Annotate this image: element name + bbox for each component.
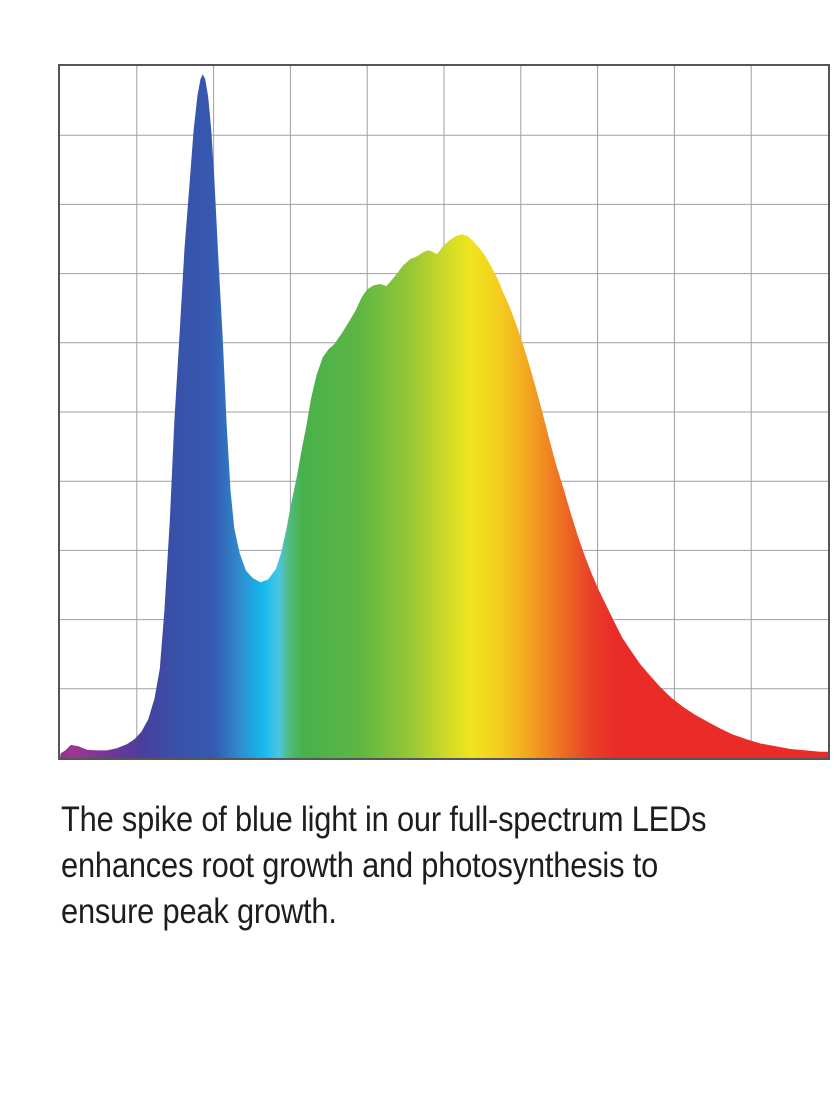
caption-line-2: enhances root growth and photosynthesis … — [61, 846, 659, 885]
spectrum-area-fill — [60, 74, 828, 759]
caption-line-3: ensure peak growth. — [61, 892, 337, 931]
caption-text: The spike of blue light in our full-spec… — [61, 797, 800, 935]
plot-frame-border — [58, 64, 830, 760]
spectrum-chart-svg — [58, 64, 830, 760]
spectrum-chart — [58, 64, 830, 760]
caption-line-1: The spike of blue light in our full-spec… — [61, 800, 707, 839]
